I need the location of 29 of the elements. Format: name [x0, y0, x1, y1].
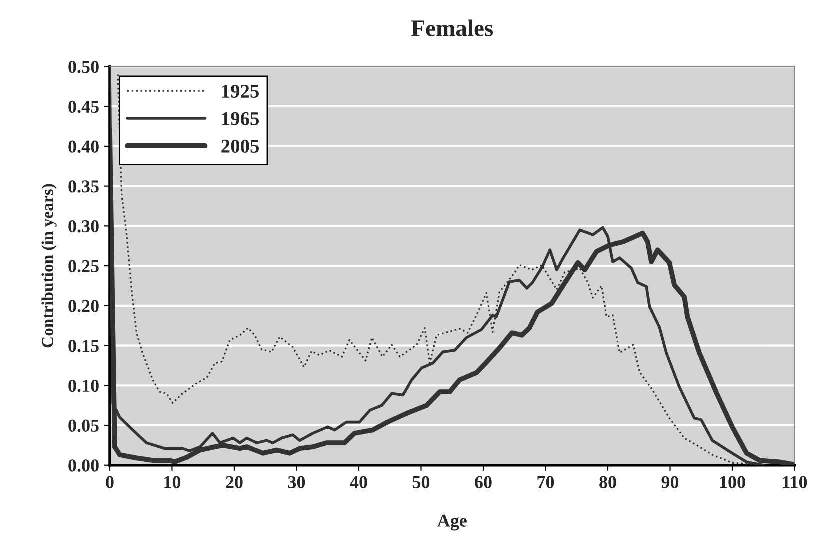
x-tick-label: 60 [475, 476, 492, 488]
x-tick-label: 30 [288, 476, 306, 488]
x-axis-title: Age [438, 514, 467, 531]
y-tick-label: 0.20 [68, 300, 99, 312]
x-tick-label: 50 [412, 476, 430, 488]
legend-label: 1925 [222, 84, 259, 98]
y-tick-label: 0.40 [68, 140, 99, 153]
y-tick-label: 0.50 [68, 60, 99, 74]
y-tick-label: 0.25 [68, 260, 99, 273]
x-tick-label: 70 [538, 476, 554, 488]
x-tick-label: 40 [350, 476, 368, 488]
legend-label: 2005 [222, 140, 259, 153]
y-tick-label: 0.10 [68, 380, 99, 392]
chart-title: Females [411, 20, 494, 36]
legend-label: 1965 [222, 112, 259, 126]
y-tick-label: 0.15 [68, 340, 99, 352]
y-tick-label: 0.30 [68, 220, 99, 233]
x-tick-label: 20 [226, 476, 243, 488]
x-tick-label: 100 [720, 476, 746, 488]
x-tick-label: 10 [164, 476, 181, 488]
x-tick-label: 80 [600, 476, 616, 488]
y-tick-label: 0.45 [68, 100, 99, 114]
y-axis-title: Contribution (in years) [42, 184, 57, 348]
y-tick-label: 0.35 [68, 180, 99, 193]
y-tick-label: 0.05 [68, 420, 99, 432]
x-tick-label: 0 [106, 476, 114, 488]
y-tick-label: 0.00 [68, 460, 99, 472]
x-tick-label: 90 [662, 476, 679, 488]
x-tick-label: 110 [783, 476, 808, 488]
